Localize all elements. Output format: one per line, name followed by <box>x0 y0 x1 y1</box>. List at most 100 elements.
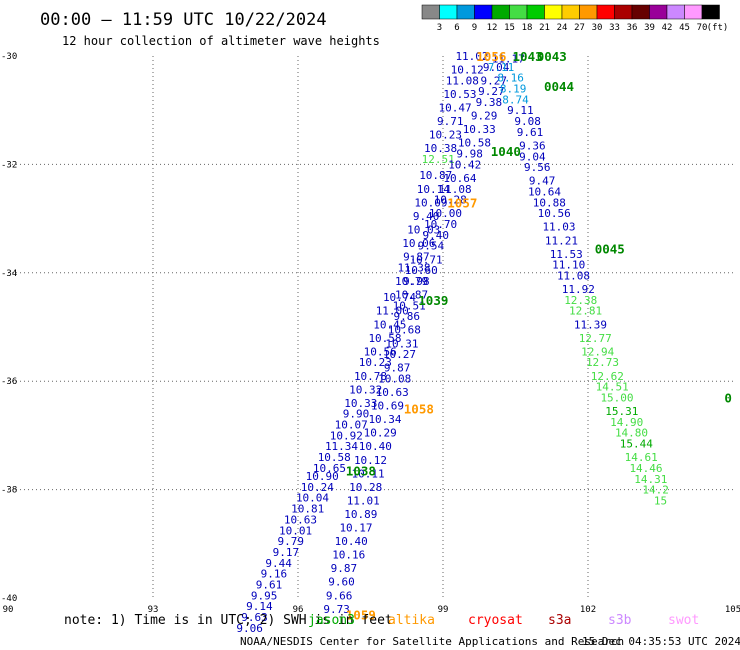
wave-height-value: 9.40 <box>423 229 450 242</box>
colorbar-swatch <box>649 4 668 20</box>
x-tick-label: 90 <box>3 605 14 615</box>
wave-height-value: 7.11 <box>488 61 515 74</box>
colorbar-label: 45 <box>679 23 690 33</box>
footer-note: note: 1) Time is in UTC; 2) SWH is in fe… <box>64 613 393 628</box>
colorbar-swatch <box>666 4 685 20</box>
wave-height-value: 9.56 <box>524 161 551 174</box>
wave-height-value: 10.40 <box>335 535 368 548</box>
wave-height-value: 10.63 <box>284 513 317 526</box>
wave-height-value: 14.61 <box>625 451 658 464</box>
wave-height-value: 9.87 <box>403 251 430 264</box>
wave-height-value: 15 <box>654 494 667 507</box>
y-tick-label: -36 <box>1 377 17 387</box>
colorbar: 3 6 9 12 15 18 21 24 27 30 33 36 39 42 45 70 (ft) <box>421 4 728 33</box>
x-tick-label: 99 <box>438 605 449 615</box>
satellite-legend-altika: altika <box>388 613 435 628</box>
wave-height-value: 10.17 <box>339 522 372 535</box>
x-tick-label: 105 <box>725 605 740 615</box>
colorbar-swatch <box>421 4 440 20</box>
wave-height-value: 9.95 <box>251 589 278 602</box>
wave-height-value: 9.61 <box>517 126 544 139</box>
wave-height-value: 10.23 <box>429 129 462 142</box>
pass-time-label: 1043 <box>513 49 543 64</box>
wave-height-value: 8.16 <box>497 72 524 85</box>
wave-height-value: 11.03 <box>542 221 575 234</box>
wave-height-value: 11.17 <box>492 53 525 66</box>
x-tick-label: 96 <box>293 605 304 615</box>
wave-height-value: 9.04 <box>519 150 546 163</box>
wave-height-value: 9.14 <box>246 600 273 613</box>
pass-time-label: 0044 <box>544 79 574 94</box>
y-tick-label: -32 <box>1 160 17 170</box>
wave-height-value: 9.61 <box>256 578 283 591</box>
wave-height-value: 15.44 <box>620 438 653 451</box>
colorbar-swatch <box>561 4 580 20</box>
wave-height-value: 11.10 <box>552 259 585 272</box>
wave-height-value: 9.60 <box>328 576 355 589</box>
colorbar-label: 12 <box>487 23 498 33</box>
colorbar-label: 30 <box>592 23 603 33</box>
wave-height-value: 10.03 <box>407 223 440 236</box>
wave-height-value: 10.31 <box>385 337 418 350</box>
wave-height-value: 14.90 <box>610 416 643 429</box>
wave-height-value: 9.87 <box>384 362 411 375</box>
wave-height-value: 11.02 <box>455 50 488 63</box>
wave-height-value: 11.92 <box>562 283 595 296</box>
wave-height-value: 10.70 <box>424 218 457 231</box>
wave-height-value: 14.80 <box>615 427 648 440</box>
colorbar-swatch <box>491 4 510 20</box>
wave-height-value: 9.27 <box>481 74 508 87</box>
wave-height-value: 11.34 <box>325 440 358 453</box>
y-tick-label: -40 <box>1 594 17 604</box>
colorbar-swatch <box>701 4 720 20</box>
wave-height-value: 10.47 <box>439 101 472 114</box>
pass-time-label: 1057 <box>447 195 477 210</box>
wave-height-value: 14.31 <box>634 473 667 486</box>
wave-height-value: 9.98 <box>456 148 483 161</box>
colorbar-label: 21 <box>539 23 550 33</box>
wave-height-value: 8.74 <box>502 93 529 106</box>
colorbar-swatch <box>509 4 528 20</box>
wave-height-value: 9.38 <box>476 96 503 109</box>
y-tick-label: -30 <box>1 52 17 62</box>
chart-title: 00:00 – 11:59 UTC 10/22/2024 <box>40 10 327 30</box>
wave-height-value: 9.06 <box>236 622 263 635</box>
wave-height-value: 10.28 <box>349 481 382 494</box>
wave-height-value: 10.06 <box>402 237 435 250</box>
wave-height-value: 10.09 <box>414 196 447 209</box>
wave-height-value: 14.2 <box>642 484 669 497</box>
wave-height-value: 10.88 <box>533 196 566 209</box>
wave-height-value: 11.39 <box>574 318 607 331</box>
pass-time-label: 1058 <box>404 401 434 416</box>
pass-time-label: 0 <box>724 390 732 405</box>
wave-height-value: 10.45 <box>373 318 406 331</box>
colorbar-label: 39 <box>644 23 655 33</box>
colorbar-label: 24 <box>557 23 568 33</box>
data-points: 11.0210.1211.0810.5310.479.7110.2310.381… <box>236 50 669 635</box>
wave-height-value: 11.08 <box>439 183 472 196</box>
colorbar-label: 27 <box>574 23 585 33</box>
wave-height-value: 10.60 <box>405 264 438 277</box>
wave-height-value: 10.42 <box>448 158 481 171</box>
wave-height-value: 9.66 <box>326 589 353 602</box>
wave-height-value: 10.87 <box>419 169 452 182</box>
wave-height-value: 11.21 <box>545 234 578 247</box>
wave-height-value: 10.87 <box>395 288 428 301</box>
wave-height-value: 12.51 <box>422 153 455 166</box>
wave-height-value: 10.12 <box>354 454 387 467</box>
wave-height-value: 10.33 <box>463 123 496 136</box>
wave-height-value: 8.19 <box>500 83 527 96</box>
wave-height-value: 9.63 <box>241 611 268 624</box>
x-tick-label: 102 <box>580 605 596 615</box>
wave-height-value: 12.73 <box>586 356 619 369</box>
wave-height-value: 9.11 <box>507 104 534 117</box>
wave-height-value: 10.90 <box>306 470 339 483</box>
axes: 90 93 96 99 102 105 -30 -32 -34 -36 -38 -40 <box>1 52 740 615</box>
wave-height-value: 9.73 <box>323 603 350 616</box>
colorbar-label: 42 <box>662 23 673 33</box>
wave-height-value: 10.58 <box>458 137 491 150</box>
footer: note: 1) Time is in UTC; 2) SWH is in fe… <box>64 613 740 648</box>
wave-height-value: 15.00 <box>600 391 633 404</box>
grid <box>8 56 733 598</box>
